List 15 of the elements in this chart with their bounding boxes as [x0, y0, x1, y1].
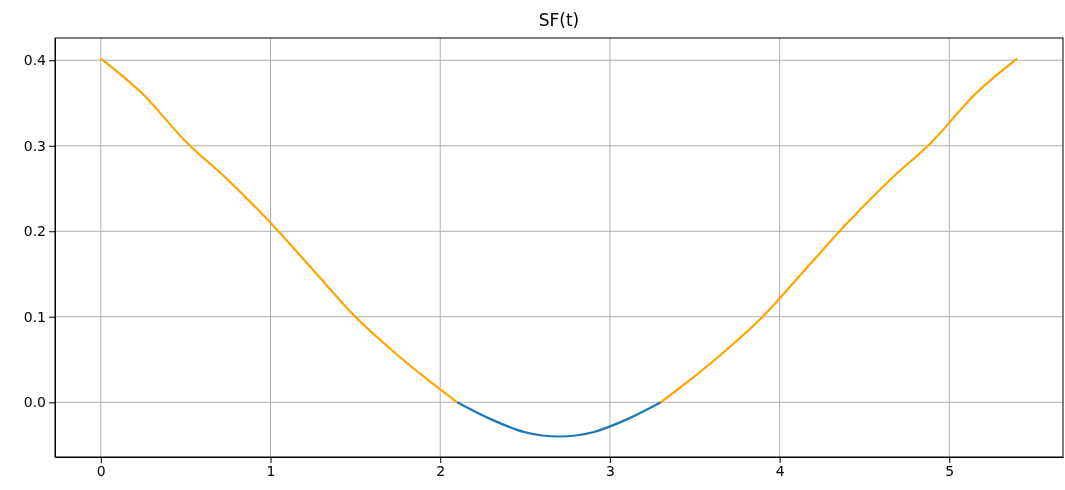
line-series: [456, 401, 662, 438]
x-tick-label: 4: [775, 462, 785, 479]
chart-title: SF(t): [538, 10, 580, 30]
y-tick-label: 0.4: [23, 52, 47, 69]
y-tick-label: 0.0: [23, 394, 46, 411]
x-tick-label: 1: [266, 462, 276, 479]
line-series: [659, 57, 1019, 404]
x-tick-label: 0: [96, 462, 106, 479]
x-tick-label: 2: [436, 462, 446, 479]
line-series: [99, 57, 459, 404]
y-tick-label: 0.1: [23, 308, 46, 325]
y-tick-label: 0.3: [23, 137, 46, 154]
x-tick-label: 3: [605, 462, 615, 479]
x-tick-label: 5: [945, 462, 955, 479]
y-tick-label: 0.2: [23, 223, 46, 240]
